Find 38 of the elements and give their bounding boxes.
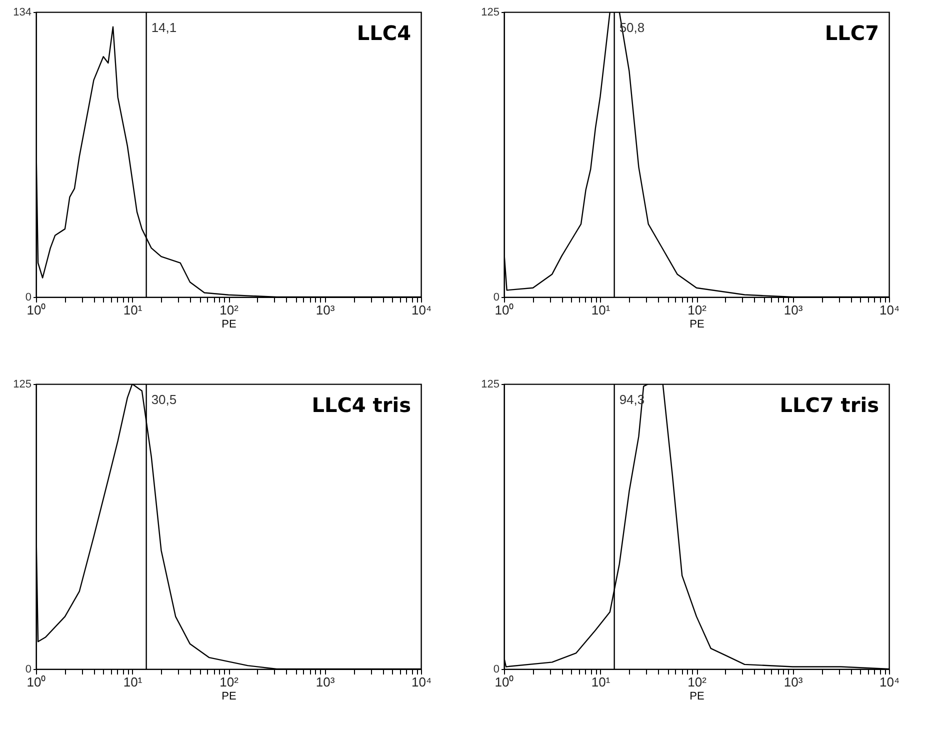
y-tick-label: 125 [481,378,500,390]
x-tick-label: 10¹ [591,302,611,318]
x-tick-label: 10⁰ [494,674,514,690]
x-tick-label: 10³ [784,674,804,690]
text: LLC7 [824,21,879,45]
text: LLC4 tris [312,393,411,417]
x-tick-label: 10² [220,674,240,690]
y-tick-label: 134 [13,6,32,18]
x-tick-label: 10¹ [123,302,143,318]
y-tick-label: 0 [25,664,32,676]
y-tick-label: 0 [493,664,500,676]
x-tick-label: 10⁰ [494,302,514,318]
y-tick-label: 0 [493,292,500,304]
text: LLC7 tris [780,393,879,417]
x-tick-label: 10⁰ [26,674,46,690]
annotation: 30,5 [151,392,177,407]
x-tick-label: 10³ [316,302,336,318]
x-tick-label: 10¹ [123,674,143,690]
x-axis-title: PE [690,690,704,702]
x-tick-label: 10³ [784,302,804,318]
x-axis-title: PE [222,318,236,330]
x-tick-label: 10⁰ [26,302,46,318]
x-tick-label: 10³ [316,674,336,690]
x-tick-label: 10⁴ [411,302,432,318]
y-tick-label: 125 [481,6,500,18]
x-tick-label: 10² [688,302,708,318]
x-tick-label: 10⁴ [879,302,900,318]
x-tick-label: 10¹ [591,674,611,690]
x-tick-label: 10² [688,674,708,690]
x-tick-label: 10² [220,302,240,318]
x-axis-title: PE [690,318,704,330]
y-tick-label: 125 [13,378,32,390]
y-tick-label: 0 [25,292,32,304]
x-axis-title: PE [222,690,236,702]
x-tick-label: 10⁴ [879,674,900,690]
text: LLC4 [356,21,411,45]
annotation: 14,1 [151,20,177,35]
x-tick-label: 10⁴ [411,674,432,690]
